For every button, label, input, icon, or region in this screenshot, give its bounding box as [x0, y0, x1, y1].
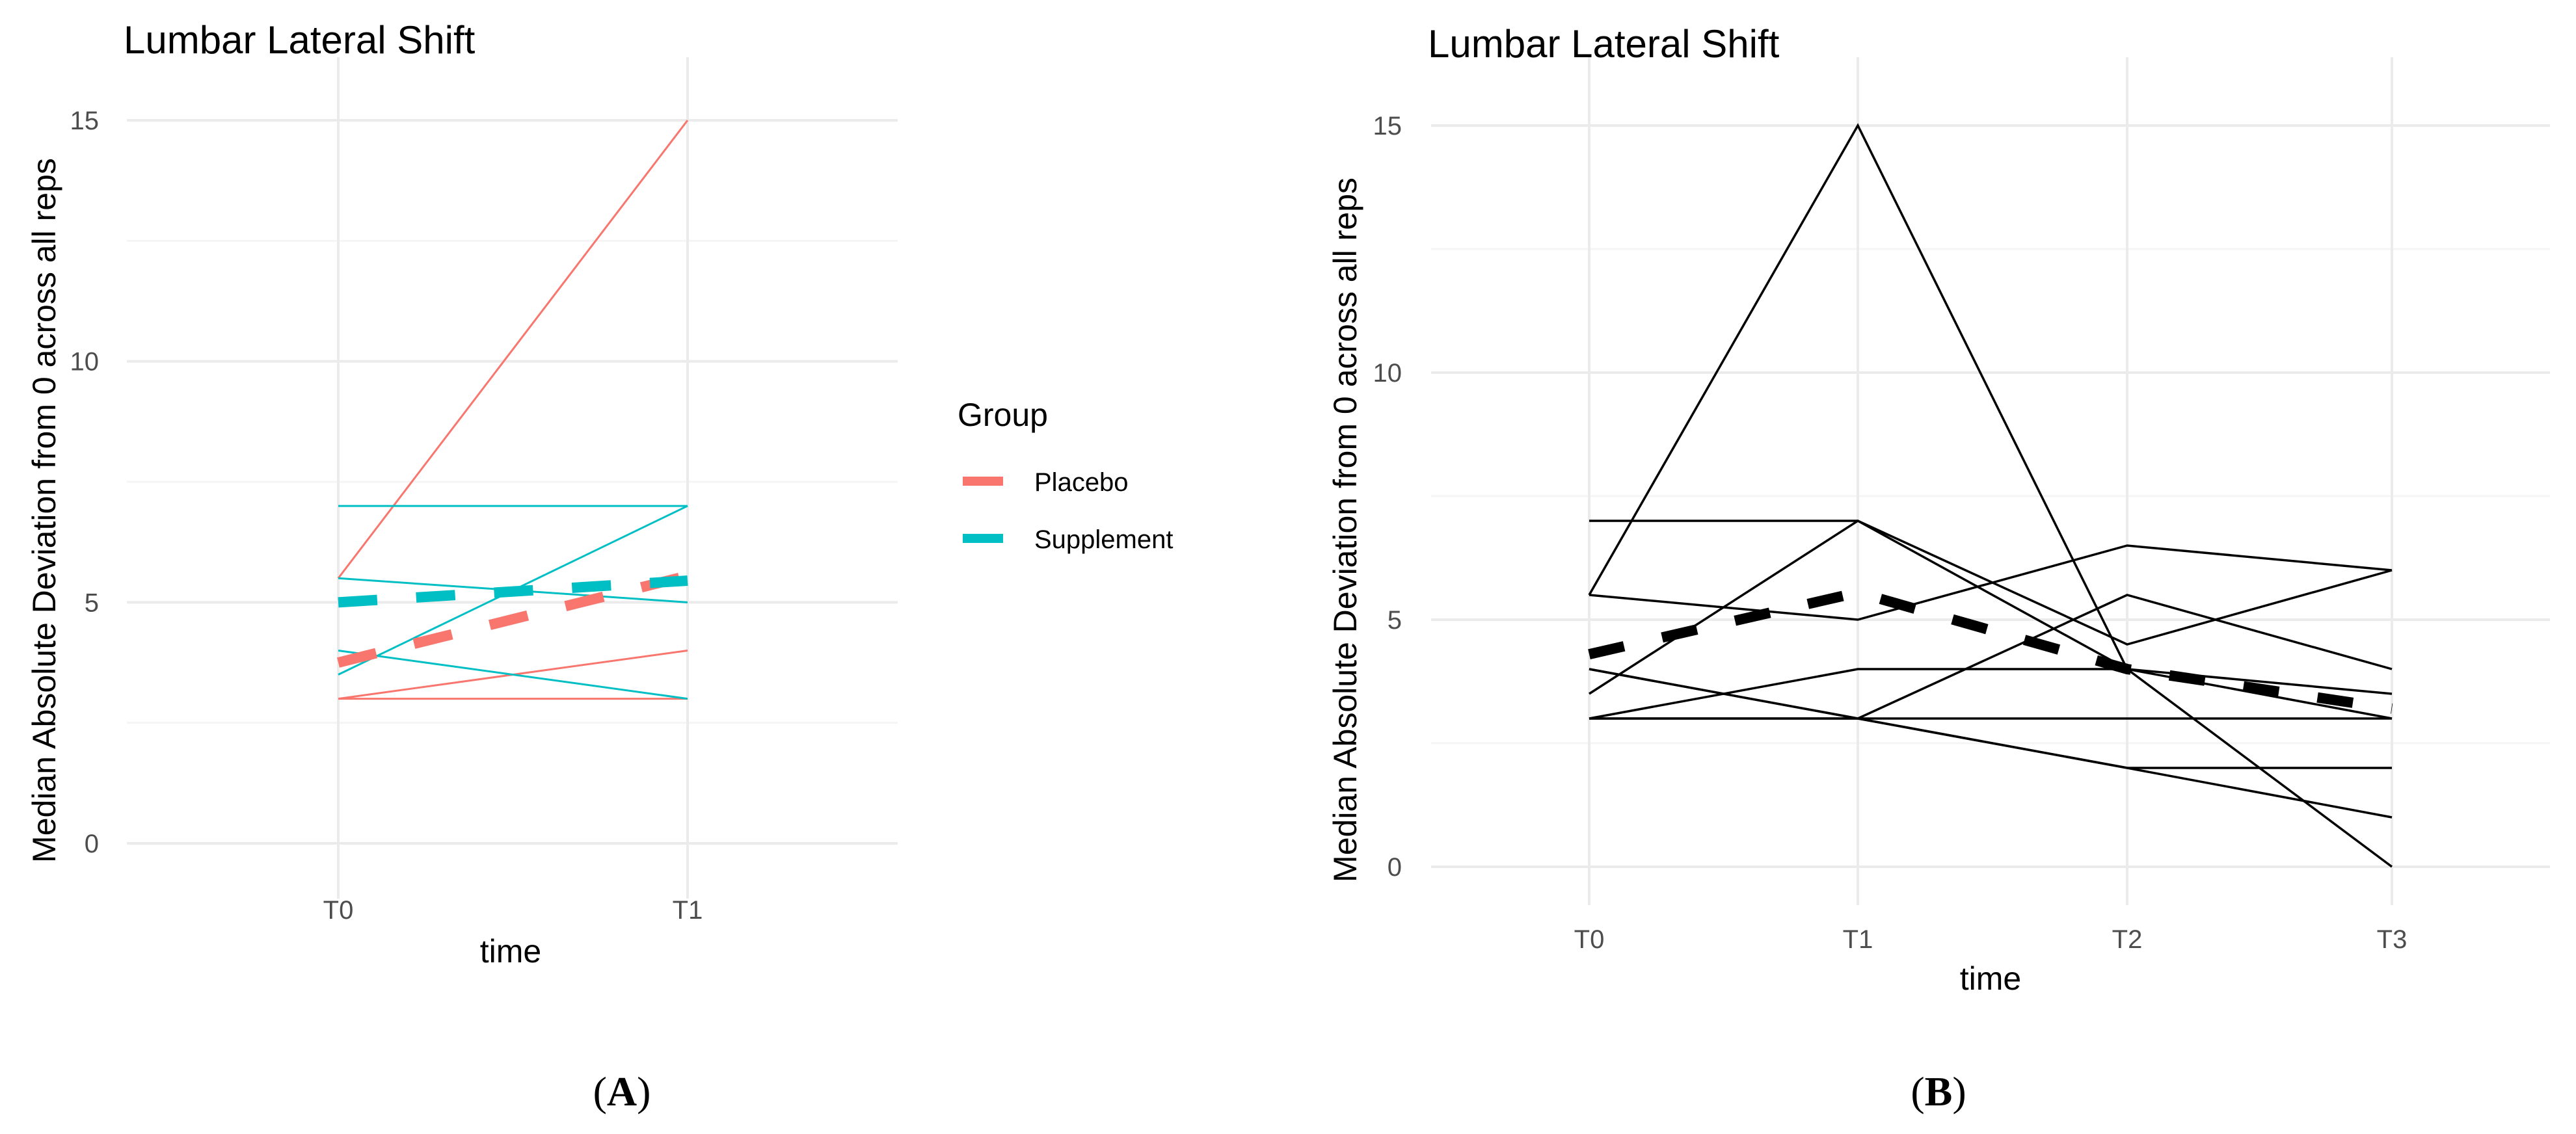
- panel-a-label: (A): [593, 1068, 651, 1114]
- x-tick-label: T1: [1843, 925, 1873, 954]
- series-line: [1589, 594, 2393, 720]
- panel-a-label-letter: A: [607, 1068, 637, 1114]
- panel-b-series: [1588, 123, 2393, 868]
- panel-b-gridlines: [1431, 57, 2550, 905]
- panel-a-title: Lumbar Lateral Shift: [124, 18, 476, 62]
- panel-b-x-axis-title: time: [1960, 960, 2021, 997]
- x-tick-label: T0: [323, 896, 354, 925]
- mean-line-placebo: [337, 570, 689, 668]
- legend-label-placebo: Placebo: [1034, 468, 1129, 497]
- panel-b-x-ticks: T0 T1 T2 T3: [1574, 925, 2408, 954]
- y-tick-label: 10: [70, 348, 100, 376]
- series-line: [1589, 668, 2393, 819]
- legend-title: Group: [958, 397, 1048, 433]
- panel-a-mean-lines: [337, 570, 689, 668]
- y-tick-label: 15: [1373, 112, 1402, 140]
- x-tick-label: T1: [673, 896, 703, 925]
- panel-a-gridlines: [127, 57, 898, 899]
- panel-b-label: (B): [1911, 1068, 1966, 1114]
- panel-b-label-letter: B: [1925, 1068, 1953, 1114]
- panel-a-y-ticks: 0 5 10 15: [70, 107, 100, 858]
- y-tick-label: 10: [1373, 359, 1402, 388]
- y-tick-label: 15: [70, 107, 100, 135]
- y-tick-label: 0: [1388, 853, 1402, 882]
- x-tick-label: T3: [2377, 925, 2408, 954]
- panel-a-x-ticks: T0 T1: [323, 896, 703, 925]
- panel-a-label-open: (: [593, 1068, 607, 1114]
- panel-a-series: [337, 120, 689, 700]
- panel-a-label-close: ): [637, 1068, 651, 1114]
- panel-b-y-axis-title: Median Absolute Deviation from 0 across …: [1327, 178, 1363, 882]
- series-line: [1589, 544, 2393, 621]
- x-tick-label: T2: [2112, 925, 2143, 954]
- legend-label-supplement: Supplement: [1034, 525, 1173, 554]
- series-line-placebo: [337, 120, 689, 579]
- panel-a-y-axis-title: Median Absolute Deviation from 0 across …: [26, 158, 62, 863]
- x-tick-label: T0: [1574, 925, 1605, 954]
- y-tick-label: 5: [85, 588, 99, 617]
- panel-a-chart: 0 5 10 15 T0 T1 Lumbar Lateral Shift time Me…: [26, 18, 1173, 969]
- y-tick-label: 5: [1388, 606, 1402, 635]
- panel-b-title: Lumbar Lateral Shift: [1428, 22, 1780, 66]
- panel-b-label-close: ): [1952, 1068, 1966, 1114]
- series-line-supplement: [338, 649, 688, 700]
- panel-b-mean-lines: [1588, 587, 2393, 714]
- panel-b-y-ticks: 0 5 10 15: [1373, 112, 1402, 882]
- mean-line-supplement: [338, 575, 688, 608]
- panel-b-label-open: (: [1911, 1068, 1924, 1114]
- panel-a-legend: Group Placebo Supplement: [958, 397, 1173, 554]
- panel-b-chart: 0 5 10 15 T0 T1 T2 T3 Lumbar Lateral Shift tim…: [1327, 22, 2550, 997]
- panel-a-x-axis-title: time: [480, 933, 541, 969]
- y-tick-label: 0: [85, 830, 99, 858]
- mean-line: [1588, 587, 2393, 714]
